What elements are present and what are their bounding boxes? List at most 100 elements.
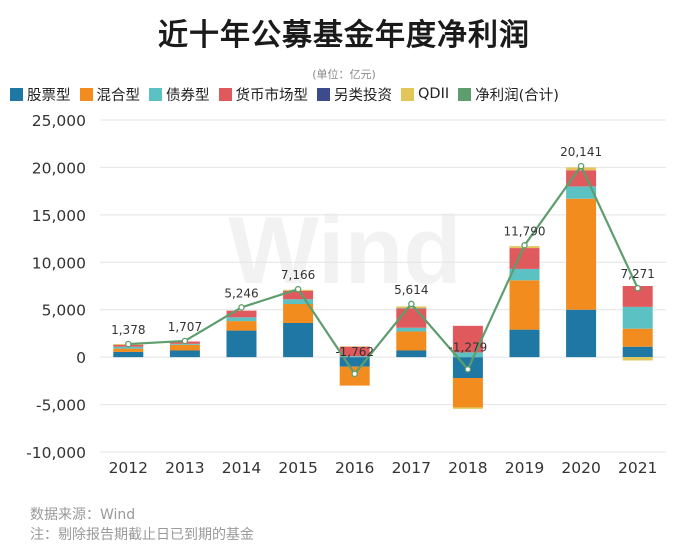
- legend-item: 另类投资: [317, 84, 392, 105]
- net-profit-label: 20,141: [560, 145, 602, 159]
- bar-segment: [622, 346, 653, 358]
- x-tick-label: 2019: [505, 459, 544, 477]
- net-profit-point: [294, 285, 302, 293]
- bar-segment: [226, 317, 257, 322]
- bar-segment: [622, 357, 653, 361]
- bar-segment: [113, 351, 144, 358]
- bar-segment: [509, 329, 540, 358]
- legend-item: 混合型: [79, 84, 141, 105]
- bar-segment: [113, 348, 144, 352]
- net-profit-point: [408, 300, 415, 308]
- bar-segment: [339, 346, 370, 347]
- legend-label: QDII: [418, 86, 450, 102]
- net-profit-label: 11,790: [504, 224, 546, 238]
- bar-segment: [566, 198, 597, 310]
- bar-segment: [452, 378, 483, 408]
- bar-segment: [339, 357, 370, 367]
- net-profit-label: 7,166: [281, 268, 315, 282]
- data-source: 数据来源：Wind: [30, 507, 136, 523]
- bar-segment: [509, 268, 540, 281]
- bar-segment: [566, 186, 597, 199]
- bar-segment: [396, 308, 427, 309]
- bar-segment: [339, 346, 370, 357]
- legend-item: 净利润(合计): [458, 84, 559, 105]
- y-tick-label: 15,000: [32, 207, 86, 225]
- bar-segment: [283, 322, 314, 358]
- unit-label: (单位：亿元): [312, 68, 376, 81]
- legend-label: 另类投资: [334, 87, 392, 104]
- y-tick-label: 0: [76, 349, 86, 367]
- net-profit-label: 5,246: [224, 286, 258, 300]
- net-profit-label: 1,378: [111, 323, 145, 337]
- bar-segment: [339, 356, 370, 358]
- net-profit-label: 1,707: [168, 320, 202, 334]
- net-profit-point: [464, 366, 472, 373]
- legend-swatch: [401, 87, 414, 101]
- bar-segment: [169, 344, 200, 351]
- y-tick-label: 25,000: [32, 112, 86, 130]
- bar-segment: [226, 321, 257, 331]
- bar-segment: [226, 330, 257, 358]
- legend-swatch: [317, 87, 330, 101]
- bar-segment: [113, 346, 144, 349]
- x-tick-label: 2018: [448, 459, 487, 477]
- legend-label: 混合型: [96, 87, 141, 104]
- net-profit-point: [181, 337, 189, 345]
- bar-segment: [169, 343, 200, 345]
- net-profit-line: [128, 163, 639, 376]
- bar-segment: [622, 306, 653, 329]
- net-profit-label: 7,271: [621, 267, 655, 281]
- bar-segment: [622, 286, 653, 307]
- net-profit-label: -1,762: [335, 345, 374, 359]
- legend-swatch: [79, 87, 93, 101]
- legend-label: 股票型: [27, 87, 71, 104]
- legend-item: 货币市场型: [218, 84, 309, 105]
- legend-swatch: [218, 87, 232, 101]
- legend-swatch: [149, 87, 162, 101]
- bar-segment: [566, 309, 597, 358]
- net-profit-point: [125, 340, 132, 348]
- y-tick-label: -5,000: [36, 397, 86, 415]
- legend-swatch: [10, 87, 23, 101]
- x-tick-label: 2015: [278, 459, 317, 477]
- y-tick-label: 10,000: [32, 254, 86, 272]
- legend-label: 债券型: [166, 87, 210, 104]
- x-tick-label: 2020: [561, 459, 600, 477]
- legend-label: 货币市场型: [235, 87, 309, 104]
- x-tick-label: 2021: [618, 459, 657, 477]
- bar-segment: [396, 331, 427, 351]
- bar-segment: [396, 327, 427, 332]
- bar-segment: [226, 310, 257, 318]
- bar-segment: [509, 280, 540, 330]
- bar-segment: [396, 306, 427, 309]
- net-profit-point: [521, 242, 528, 249]
- net-profit-point: [238, 304, 245, 311]
- chart-title: 近十年公募基金年度净利润: [158, 18, 530, 53]
- net-profit-point: [351, 370, 358, 378]
- legend-swatch: [458, 87, 472, 101]
- net-profit-label: 5,614: [394, 283, 428, 297]
- bar-segment: [622, 328, 653, 347]
- legend-item: 股票型: [10, 84, 71, 105]
- bar-segment: [283, 290, 314, 300]
- legend-label: 净利润(合计): [475, 87, 559, 104]
- bar-segment: [396, 350, 427, 358]
- y-tick-label: 5,000: [42, 302, 86, 320]
- chart-legend: 股票型 混合型 债券型 货币市场型 另类投资 QDII 净利润(合计): [10, 83, 686, 105]
- legend-item: QDII: [401, 86, 449, 102]
- bar-segment: [452, 407, 483, 409]
- y-tick-label: 20,000: [32, 159, 86, 177]
- x-tick-label: 2014: [222, 459, 261, 477]
- bar-segment: [169, 350, 200, 358]
- bar-segment: [452, 352, 483, 358]
- x-tick-label: 2016: [335, 459, 374, 477]
- net-profit-label: -1,279: [449, 340, 488, 354]
- y-tick-label: -10,000: [26, 444, 86, 462]
- x-tick-label: 2013: [165, 459, 204, 477]
- x-tick-label: 2017: [392, 459, 431, 477]
- x-tick-label: 2012: [109, 459, 148, 477]
- footnote: 注：剔除报告期截止日已到期的基金: [30, 527, 254, 543]
- legend-item: 债券型: [149, 84, 210, 105]
- bar-segment: [283, 299, 314, 305]
